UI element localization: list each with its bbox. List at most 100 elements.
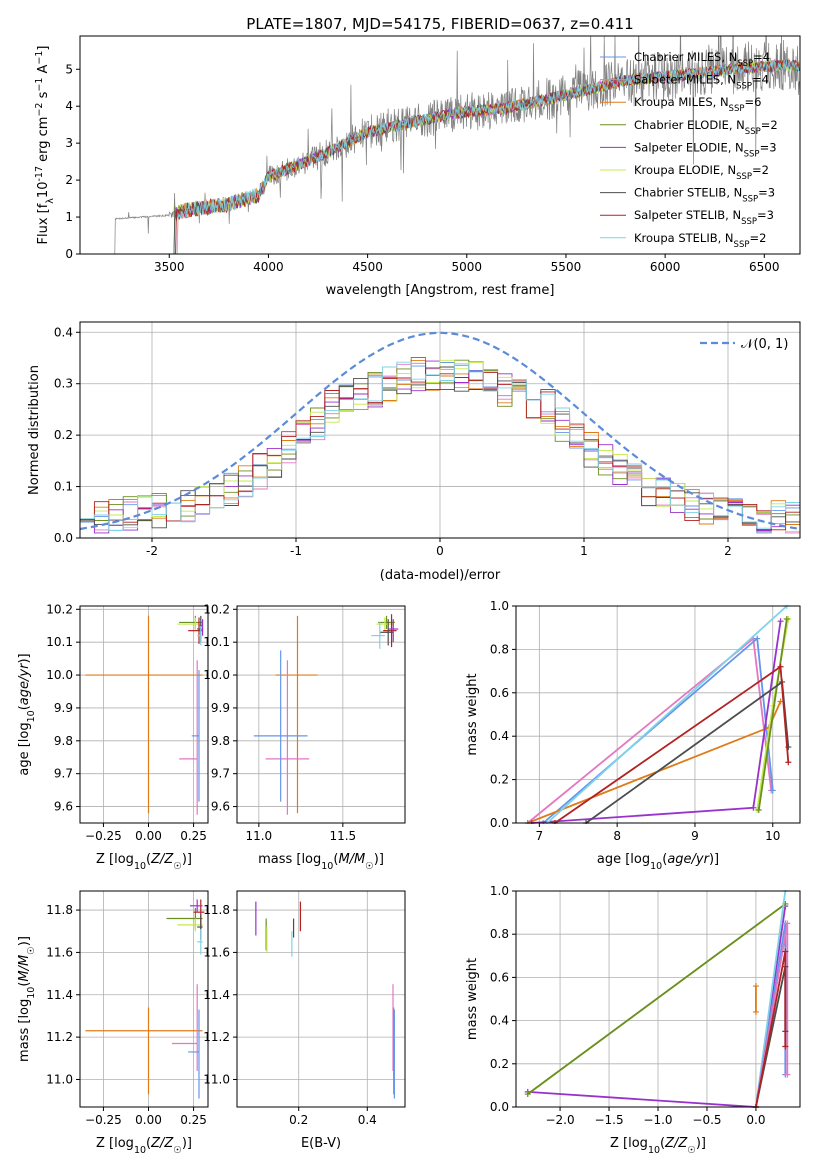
mass-weight-marker [752,1008,759,1015]
y-tick-label: 0.2 [490,1057,509,1071]
x-tick-label: 1 [580,544,588,558]
x-tick-label: 0 [436,544,444,558]
x-axis-label: Z [log10(Z/Z☉)] [96,1136,192,1156]
figure-title: PLATE=1807, MJD=54175, FIBERID=0637, z=0… [246,15,633,33]
mass-weight-marker [752,983,759,990]
mass-weight-marker [755,806,762,813]
x-axis-label: E(B-V) [301,1136,341,1151]
x-tick-label: 10 [765,829,780,843]
y-tick-label: 11.8 [203,903,230,917]
y-axis-label: mass [log10(M/M☉)] [17,936,37,1062]
mass-weight-marker [783,616,790,623]
y-tick-label: 0.6 [490,686,509,700]
y-tick-label: 10.0 [203,668,230,682]
x-tick-label: −2.0 [545,1113,574,1127]
mass-weight-marker [784,1071,791,1078]
axes-frame [236,890,406,1108]
model-spectrum-line [174,59,800,254]
legend-entry: Chabrier STELIB, NSSP=3 [634,186,775,205]
mass-weight-marker [777,618,784,625]
y-tick-label: 0.8 [490,927,509,941]
y-tick-label: 3 [65,136,73,150]
y-axis-label: mass weight [465,958,480,1040]
residual-histogram-step [80,372,800,531]
axes-frame [79,321,801,539]
axes-frame [79,35,801,255]
mass-weight-vs-age-panel: 7 8 9 10 0.0 0.2 0.4 0.6 0.8 1.0 age [log10(age/yr… [465,599,801,872]
y-axis-label: age [log10(age/yr)] [17,653,37,775]
normal-distribution-curve [79,331,801,531]
mass-weight-line [546,605,788,824]
residuals-panel: -2 -1 0 1 2 0.0 0.1 0.2 0.3 0.4 𝒩(0, 1) (data-model… [27,321,801,583]
y-tick-label: 1 [65,210,73,224]
legend-entry: Salpeter STELIB, NSSP=3 [634,208,774,227]
x-tick-label: 5500 [551,260,582,274]
y-tick-label: 11.0 [203,1072,230,1086]
y-tick-label: 10.2 [46,602,73,616]
age-vs-mass-panel: 11.0 11.5 9.6 9.7 9.8 9.9 10.0 10.1 10.2 mass [lo… [203,602,406,872]
y-tick-label: 0.4 [54,325,73,339]
y-tick-label: 0.8 [490,642,509,656]
x-tick-label: 8 [613,829,621,843]
y-tick-label: 11.6 [203,945,230,959]
legend-entry: Kroupa MILES, NSSP=6 [634,95,761,114]
mass-weight-marker [784,920,791,927]
x-tick-label: 2 [724,544,732,558]
x-axis-label: mass [log10(M/M☉)] [258,852,384,872]
x-tick-label: 9 [691,829,699,843]
x-tick-label: 6500 [749,260,780,274]
axes-frame [79,890,209,1108]
y-tick-label: 11.4 [203,988,230,1002]
mass-weight-marker [777,663,784,670]
x-tick-label: 11.5 [329,829,356,843]
x-tick-label: −1.0 [643,1113,672,1127]
mass-weight-line [527,903,786,1095]
y-tick-label: 0.2 [490,773,509,787]
y-tick-label: 1.0 [490,884,509,898]
y-tick-label: 10.2 [203,602,230,616]
x-axis-label: Z [log10(Z/Z☉)] [96,852,192,872]
mass-vs-metallicity-panel: −0.25 0.00 0.25 11.0 11.2 11.4 11.6 11.8 Z [log1… [17,890,209,1156]
x-tick-label: 5000 [452,260,483,274]
model-spectrum-line [176,58,800,254]
y-tick-label: 11.4 [46,988,73,1002]
y-tick-label: 9.8 [54,734,73,748]
y-tick-label: 11.6 [46,945,73,959]
mass-weight-marker [754,635,761,642]
y-tick-label: 0.4 [490,729,509,743]
y-tick-label: 0.4 [490,1014,509,1028]
mass-weight-line [757,618,788,811]
y-tick-label: 9.7 [54,767,73,781]
x-tick-label: 0.25 [180,1113,207,1127]
axes-frame [236,605,406,824]
x-tick-label: 11.0 [245,829,272,843]
model-spectrum-line [174,59,800,254]
model-spectrum-line [176,59,800,254]
x-tick-label: -1 [290,544,302,558]
x-tick-label: −0.25 [85,829,122,843]
x-axis-label: Z [log10(Z/Z☉)] [610,1136,706,1156]
y-tick-label: 0.6 [490,970,509,984]
legend-entry: Chabrier MILES, NSSP=4 [634,50,770,69]
y-tick-label: 9.9 [211,701,230,715]
x-axis-label: age [log10(age/yr)] [597,852,719,872]
plot-area [524,890,791,1108]
y-axis-label: Flux [fλ10-17 erg cm−2 s−1 A−1] [34,45,56,244]
model-spectrum-line [174,59,800,254]
y-tick-label: 9.9 [54,701,73,715]
legend-entry: Salpeter MILES, NSSP=4 [634,73,769,92]
y-tick-label: 0 [65,247,73,261]
mass-weight-marker [769,787,776,794]
mass-weight-line [554,665,790,824]
y-tick-label: 0.2 [54,428,73,442]
y-tick-label: 0.3 [54,377,73,391]
mass-weight-marker [782,948,789,955]
y-tick-label: 9.8 [211,734,230,748]
axes-frame [515,605,801,824]
plot-area [524,605,792,824]
x-tick-label: 7 [536,829,544,843]
y-tick-label: 11.8 [46,903,73,917]
y-tick-label: 10.1 [203,635,230,649]
x-tick-label: 0.25 [180,829,207,843]
